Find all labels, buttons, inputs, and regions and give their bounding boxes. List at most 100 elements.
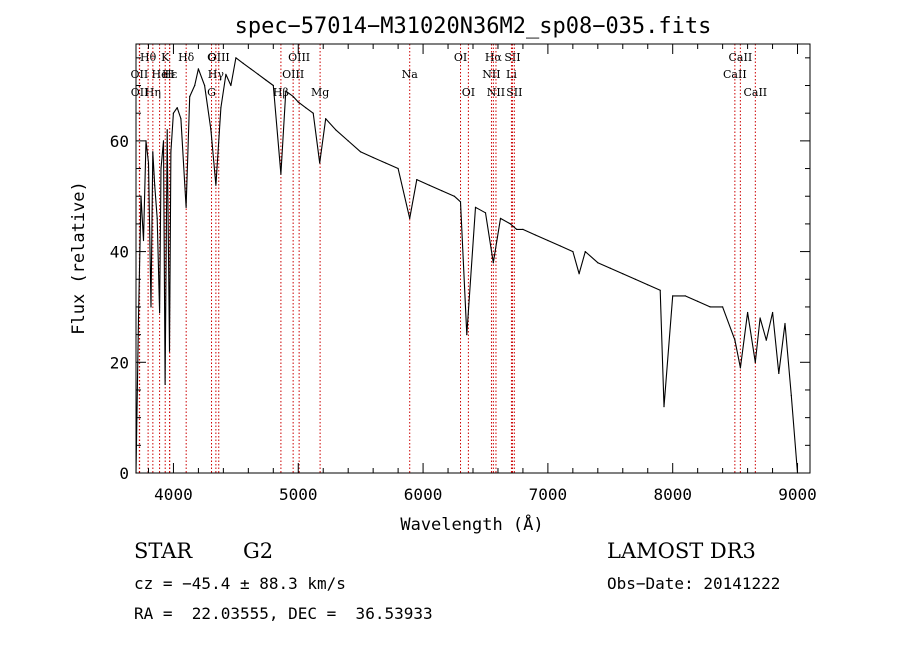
data-point-82 — [734, 339, 736, 341]
data-point-68 — [578, 273, 580, 275]
redshift-velocity: cz = −45.4 ± 88.3 km/s — [134, 574, 346, 593]
data-point-83 — [739, 367, 742, 369]
data-point-51 — [416, 179, 418, 181]
data-point-71 — [609, 267, 611, 269]
line-marker-label-25: SII — [506, 86, 522, 99]
axes: 4000 5000 6000 7000 8000 9000 0 20 40 60 — [110, 43, 817, 504]
data-point-58 — [484, 212, 487, 214]
data-point-86 — [759, 317, 761, 319]
data-point-64 — [534, 234, 537, 236]
line-marker-label-4: K — [161, 51, 170, 64]
data-point-59 — [492, 262, 494, 264]
data-point-54 — [453, 195, 455, 197]
line-marker-label-15: Hβ — [273, 86, 289, 99]
y-tick-label-3: 60 — [110, 132, 129, 151]
line-marker-label-3: He — [152, 68, 168, 81]
data-point-62 — [516, 228, 518, 230]
data-point-50 — [409, 217, 411, 219]
data-point-43 — [325, 118, 327, 120]
data-point-7 — [152, 151, 154, 153]
data-point-37 — [285, 90, 287, 92]
data-point-15 — [168, 350, 171, 352]
line-marker-label-1: OII — [131, 68, 149, 81]
line-marker-label-24: NII — [487, 86, 505, 99]
data-point-88 — [772, 311, 774, 314]
line-marker-label-7: Hδ — [178, 51, 195, 64]
data-point-3 — [142, 239, 145, 242]
data-point-31 — [242, 62, 244, 64]
y-tick-label-2: 40 — [110, 243, 129, 262]
data-point-11 — [160, 167, 162, 170]
observation-date: Obs−Date: 20141222 — [607, 574, 781, 593]
series-layer — [135, 57, 799, 474]
data-point-9 — [156, 217, 158, 219]
data-point-27 — [220, 107, 222, 109]
data-point-45 — [347, 140, 349, 142]
line-marker-label-11: Hγ — [208, 68, 225, 81]
data-point-55 — [459, 201, 462, 203]
data-point-21 — [189, 96, 191, 98]
data-point-66 — [559, 245, 562, 247]
chart-title: spec−57014−M31020N36M2_sp08−035.fits — [235, 14, 712, 39]
data-point-39 — [297, 101, 299, 103]
coordinates: RA = 22.03555, DEC = 36.53933 — [134, 604, 433, 623]
data-point-6 — [150, 306, 152, 308]
data-point-61 — [509, 223, 511, 225]
line-marker-label-13: OIII — [288, 51, 310, 64]
data-point-26 — [215, 184, 217, 186]
data-point-91 — [790, 394, 792, 397]
line-marker-label-5: H — [165, 68, 175, 81]
data-point-34 — [265, 79, 267, 81]
line-marker-label-19: OI — [462, 86, 475, 99]
data-point-40 — [305, 107, 307, 109]
data-point-33 — [257, 73, 259, 75]
data-point-18 — [176, 107, 178, 109]
line-marker-label-9: G — [207, 51, 216, 64]
data-point-65 — [547, 239, 549, 242]
data-point-29 — [230, 84, 232, 87]
data-point-48 — [385, 162, 387, 164]
data-point-80 — [709, 306, 711, 308]
data-point-67 — [572, 251, 574, 253]
data-point-49 — [397, 167, 399, 170]
x-tick-label-2: 6000 — [404, 485, 443, 504]
y-tick-label-1: 20 — [110, 353, 129, 372]
data-point-42 — [319, 162, 321, 164]
data-point-63 — [522, 228, 524, 230]
data-point-10 — [159, 311, 161, 314]
x-axis-label: Wavelength (Å) — [400, 513, 543, 535]
x-tick-label-5: 9000 — [778, 485, 817, 504]
data-point-77 — [672, 295, 674, 297]
data-point-12 — [162, 140, 165, 142]
data-point-30 — [235, 57, 237, 59]
x-tick-label-3: 7000 — [529, 485, 568, 504]
line-marker-label-6: Hη — [145, 86, 161, 99]
data-point-81 — [722, 306, 724, 308]
data-point-75 — [659, 289, 661, 291]
data-point-32 — [250, 68, 252, 70]
line-marker-label-23: Li — [506, 68, 517, 81]
data-point-20 — [185, 206, 187, 208]
object-subclass: G2 — [243, 539, 274, 563]
data-point-47 — [372, 156, 374, 159]
data-point-25 — [210, 129, 212, 131]
data-point-78 — [684, 295, 686, 297]
data-point-60 — [499, 217, 502, 219]
line-marker-label-16: Mg — [311, 86, 329, 99]
data-point-73 — [634, 278, 636, 280]
line-marker-label-12: G — [207, 86, 216, 99]
line-marker-label-0: Hθ — [140, 51, 157, 64]
line-marker-label-22: NII — [482, 68, 500, 81]
line-marker-label-21: SII — [504, 51, 520, 64]
data-point-46 — [360, 151, 362, 153]
line-marker-label-8: Hε — [162, 68, 178, 81]
data-point-38 — [292, 96, 294, 98]
data-point-16 — [170, 151, 172, 153]
y-axis-label: Flux (relative) — [69, 181, 89, 335]
data-point-57 — [474, 206, 477, 208]
object-class: STAR — [134, 539, 193, 563]
line-marker-label-26: CaII — [729, 51, 753, 64]
y-tick-label-0: 0 — [119, 464, 129, 483]
data-point-28 — [225, 73, 227, 75]
